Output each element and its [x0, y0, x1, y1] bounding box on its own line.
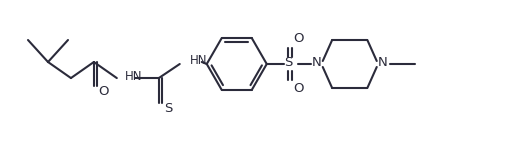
Text: O: O	[294, 32, 304, 46]
Text: HN: HN	[190, 54, 207, 67]
Text: S: S	[165, 102, 173, 115]
Text: N: N	[378, 57, 388, 70]
Text: N: N	[312, 57, 321, 70]
Text: S: S	[284, 57, 293, 70]
Text: O: O	[99, 85, 109, 98]
Text: O: O	[294, 82, 304, 95]
Text: HN: HN	[125, 70, 142, 83]
